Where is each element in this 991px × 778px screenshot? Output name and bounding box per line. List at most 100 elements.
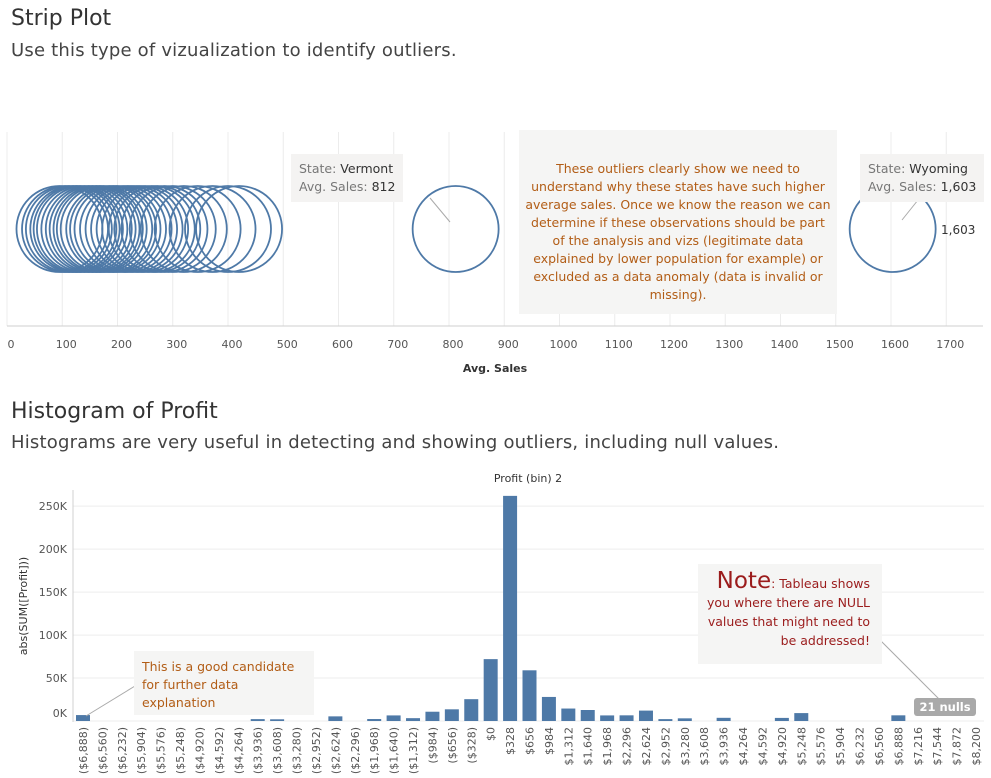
histogram-x-tick: $6,232 (854, 727, 867, 766)
histogram-x-tick: ($4,592) (213, 727, 226, 774)
histogram-x-tick: $4,920 (776, 727, 789, 766)
strip-x-tick: 400 (222, 338, 243, 351)
strip-x-tick: 1200 (660, 338, 688, 351)
histogram-x-tick: ($1,968) (368, 727, 381, 774)
strip-x-tick: 900 (498, 338, 519, 351)
histogram-x-tick-labels: ($6,888) ($6,560) ($6,232) ($5,904) ($5,576)… (77, 727, 983, 774)
histogram-x-tick: $4,264 (737, 727, 750, 766)
wyoming-tooltip: State: Wyoming Avg. Sales: 1,603 (860, 154, 985, 202)
histogram-bar[interactable] (386, 715, 401, 721)
strip-x-tick-labels: 0 100 200 300 400 500 600 700 800 900 1000 1100 1200… (8, 338, 965, 351)
strip-x-tick: 1700 (936, 338, 964, 351)
histogram-x-tick: ($5,248) (174, 727, 187, 774)
strip-x-tick: 0 (8, 338, 15, 351)
histogram-bar[interactable] (619, 715, 634, 721)
histogram-bar[interactable] (774, 717, 789, 721)
strip-x-tick: 200 (111, 338, 132, 351)
histogram-x-tick: ($1,640) (388, 727, 401, 774)
histogram-x-tick: ($3,936) (252, 727, 265, 774)
strip-x-tick: 600 (332, 338, 353, 351)
histogram-bar[interactable] (580, 710, 595, 721)
histogram-y-tick: 0K (53, 707, 68, 720)
histogram-x-tick: ($328) (465, 727, 478, 764)
histogram-bar[interactable] (328, 716, 343, 721)
histogram-bar[interactable] (503, 495, 518, 721)
histogram-x-tick: $1,968 (601, 727, 614, 766)
histogram-x-tick: $1,640 (582, 727, 595, 766)
histogram-bar[interactable] (716, 717, 731, 721)
strip-mark[interactable] (411, 185, 500, 273)
histogram-x-tick: ($2,624) (329, 727, 342, 774)
histogram-x-tick: ($6,888) (77, 727, 90, 774)
histogram-x-tick: $6,888 (892, 727, 905, 766)
strip-mark[interactable] (139, 185, 228, 273)
histogram-x-tick: ($4,920) (193, 727, 206, 774)
strip-x-tick: 700 (387, 338, 408, 351)
histogram-bar[interactable] (367, 719, 382, 721)
strip-plot-title: Strip Plot (11, 6, 112, 31)
candidate-annotation-connector (85, 685, 136, 717)
histogram-x-tick: ($656) (446, 727, 459, 764)
note-heading: Note (716, 568, 772, 594)
histogram-x-tick: $0 (485, 727, 498, 741)
strip-x-tick: 1300 (715, 338, 743, 351)
strip-mark[interactable] (184, 185, 272, 273)
null-values-note: Note: Tableau shows you where there are … (698, 564, 882, 664)
strip-marks (15, 185, 937, 273)
strip-x-tick: 1000 (550, 338, 578, 351)
vermont-sales-label: Avg. Sales: (299, 179, 368, 194)
histogram-x-tick: ($1,312) (407, 727, 420, 774)
histogram-bar[interactable] (76, 715, 90, 721)
wyoming-state-value: Wyoming (909, 161, 968, 176)
histogram-y-axis-label: abs(SUM([Profit])) (17, 557, 30, 655)
histogram-title: Histogram of Profit (11, 399, 218, 424)
note-connector (879, 639, 941, 701)
histogram-x-tick: $3,608 (698, 727, 711, 766)
histogram-bar[interactable] (794, 713, 809, 721)
histogram-bar[interactable] (891, 715, 906, 721)
histogram-bar[interactable] (425, 711, 440, 721)
strip-x-tick: 300 (166, 338, 187, 351)
histogram-x-tick: ($3,608) (271, 727, 284, 774)
vermont-tooltip: State: Vermont Avg. Sales: 812 (291, 154, 404, 202)
histogram-y-tick-labels: 0K 50K 100K 150K 200K 250K (39, 500, 68, 720)
histogram-bar[interactable] (464, 699, 479, 721)
strip-x-tick: 1400 (771, 338, 799, 351)
histogram-x-tick: $5,904 (834, 727, 847, 766)
histogram-bar[interactable] (658, 719, 673, 721)
histogram-chart-title: Profit (bin) 2 (494, 472, 562, 485)
histogram-x-tick: $328 (504, 727, 517, 755)
strip-x-tick: 1600 (881, 338, 909, 351)
histogram-bar[interactable] (561, 708, 576, 721)
histogram-bar[interactable] (270, 719, 285, 721)
strip-x-axis-label: Avg. Sales (463, 362, 528, 375)
strip-x-tick: 1500 (826, 338, 854, 351)
histogram-bar[interactable] (250, 719, 265, 721)
strip-mark[interactable] (168, 185, 257, 273)
histogram-x-tick: $8,200 (970, 727, 983, 766)
strip-mark[interactable] (195, 185, 283, 273)
histogram-bar[interactable] (483, 659, 498, 721)
histogram-subtitle: Histograms are very useful in detecting … (11, 432, 780, 453)
nulls-badge-bg (914, 698, 976, 716)
wyoming-value-label: 1,603 (941, 223, 975, 237)
candidate-annotation: This is a good candidate for further dat… (134, 651, 314, 715)
histogram-bar[interactable] (600, 715, 615, 721)
histogram-x-tick: $656 (524, 727, 537, 755)
strip-mark[interactable] (128, 185, 217, 273)
histogram-x-tick: ($6,560) (96, 727, 109, 774)
histogram-bar[interactable] (638, 710, 653, 721)
histogram-bar[interactable] (522, 670, 537, 721)
strip-mark[interactable] (153, 185, 242, 273)
histogram-x-tick: $7,216 (912, 727, 925, 766)
histogram-x-tick: $7,544 (931, 727, 944, 766)
histogram-y-tick: 100K (39, 629, 68, 642)
wyoming-state-label: State: (868, 161, 906, 176)
nulls-badge[interactable]: 21 nulls (919, 700, 970, 714)
histogram-bar[interactable] (541, 696, 556, 721)
histogram-bar[interactable] (444, 709, 459, 721)
histogram-x-tick: $3,936 (718, 727, 731, 766)
histogram-bar[interactable] (406, 718, 421, 721)
histogram-bar[interactable] (677, 718, 692, 721)
histogram-x-tick: ($984) (426, 727, 439, 764)
